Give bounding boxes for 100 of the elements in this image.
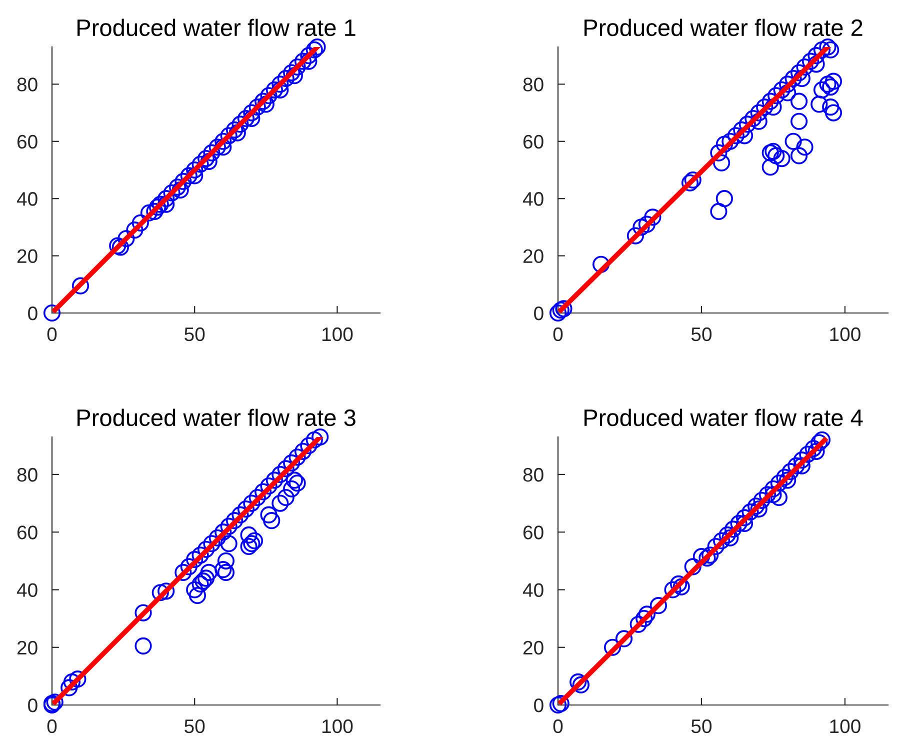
point bbox=[240, 526, 258, 544]
point bbox=[808, 56, 825, 73]
point bbox=[294, 442, 312, 460]
point bbox=[790, 92, 808, 110]
point bbox=[672, 578, 690, 596]
point bbox=[46, 694, 64, 711]
point bbox=[790, 64, 808, 82]
point bbox=[300, 437, 318, 454]
point bbox=[722, 529, 739, 546]
point bbox=[698, 549, 716, 567]
y-tick-label: 0 bbox=[28, 306, 38, 320]
y-tick-label: 20 bbox=[523, 249, 544, 264]
x-tick-label: 50 bbox=[184, 327, 205, 342]
point bbox=[764, 480, 782, 498]
x-tick-label: 50 bbox=[691, 719, 712, 734]
point bbox=[822, 41, 840, 58]
point bbox=[63, 673, 81, 690]
point bbox=[773, 150, 790, 168]
point bbox=[232, 506, 249, 524]
point bbox=[277, 460, 294, 478]
y-tick-label: 60 bbox=[523, 134, 544, 149]
point bbox=[180, 558, 198, 576]
point bbox=[710, 202, 728, 220]
point bbox=[824, 72, 842, 90]
point bbox=[747, 498, 765, 515]
point bbox=[214, 561, 232, 578]
point bbox=[736, 509, 754, 526]
y-tick-label: 40 bbox=[16, 192, 38, 206]
point bbox=[638, 606, 656, 623]
point bbox=[152, 584, 169, 602]
point bbox=[670, 575, 688, 593]
point bbox=[727, 127, 744, 144]
point bbox=[664, 581, 682, 598]
chart-title: Produced water flow rate 1 bbox=[78, 18, 356, 36]
point bbox=[730, 514, 748, 532]
point bbox=[243, 494, 260, 512]
point bbox=[220, 127, 238, 144]
point bbox=[758, 486, 776, 504]
point bbox=[552, 695, 570, 712]
point bbox=[286, 67, 303, 84]
point bbox=[174, 172, 192, 190]
point bbox=[288, 474, 306, 492]
point bbox=[768, 87, 785, 104]
point bbox=[308, 38, 326, 56]
point bbox=[750, 500, 768, 518]
point bbox=[300, 47, 318, 64]
y-tick-label: 40 bbox=[522, 583, 544, 597]
point bbox=[549, 304, 567, 322]
point bbox=[194, 572, 212, 590]
point bbox=[260, 87, 278, 104]
point bbox=[718, 526, 736, 544]
point bbox=[738, 116, 756, 133]
point bbox=[240, 538, 258, 556]
point bbox=[552, 302, 570, 319]
y-tick-label: 20 bbox=[17, 640, 38, 655]
point bbox=[764, 98, 782, 116]
point bbox=[810, 96, 828, 113]
point bbox=[266, 81, 284, 98]
point bbox=[272, 494, 289, 512]
y-tick-label: 80 bbox=[523, 78, 544, 92]
point bbox=[306, 431, 323, 448]
point bbox=[288, 58, 306, 76]
point bbox=[220, 518, 238, 535]
x-tick-label: 0 bbox=[553, 327, 563, 342]
point bbox=[243, 104, 260, 122]
x-tick-label: 100 bbox=[322, 719, 353, 734]
point bbox=[272, 76, 289, 93]
point bbox=[813, 431, 831, 448]
y-tick-label: 40 bbox=[16, 583, 38, 597]
point bbox=[186, 161, 204, 179]
point bbox=[713, 532, 730, 550]
point bbox=[630, 616, 647, 633]
chart-title: Produced water flow rate 4 bbox=[584, 408, 863, 426]
point bbox=[197, 150, 215, 168]
point bbox=[72, 277, 90, 294]
point bbox=[626, 227, 644, 244]
point bbox=[132, 214, 149, 232]
point bbox=[248, 488, 266, 506]
point bbox=[716, 190, 733, 208]
point bbox=[283, 64, 300, 82]
point bbox=[158, 190, 175, 208]
point bbox=[232, 116, 249, 133]
point bbox=[263, 512, 280, 530]
x-tick-label: 0 bbox=[47, 719, 57, 734]
point bbox=[217, 552, 235, 570]
point bbox=[773, 81, 790, 98]
y-tick-label: 0 bbox=[534, 306, 544, 320]
point bbox=[254, 92, 272, 110]
point bbox=[572, 676, 590, 694]
point bbox=[650, 597, 667, 614]
point bbox=[570, 673, 587, 690]
point bbox=[248, 98, 266, 116]
point bbox=[208, 138, 226, 156]
y-tick-label: 40 bbox=[522, 192, 544, 206]
point bbox=[724, 520, 742, 538]
chart-title: Produced water flow rate 3 bbox=[78, 408, 356, 426]
y-tick-label: 20 bbox=[17, 249, 38, 264]
point bbox=[192, 156, 209, 173]
point bbox=[779, 472, 796, 489]
point bbox=[822, 78, 840, 96]
